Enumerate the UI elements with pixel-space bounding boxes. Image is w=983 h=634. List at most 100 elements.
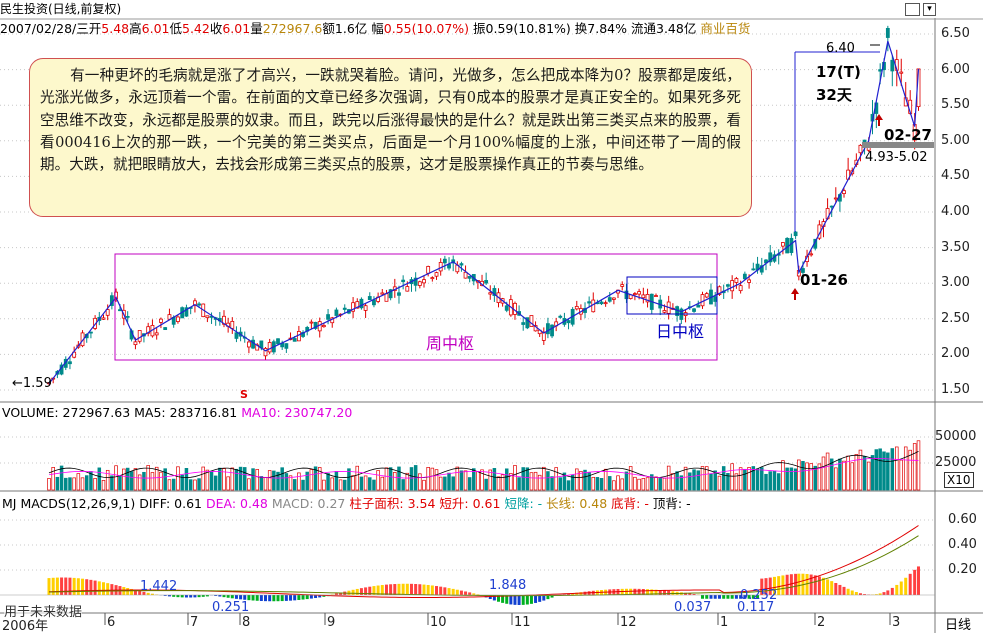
candle-body — [714, 297, 717, 302]
date-tick-3: 8 — [242, 615, 250, 630]
candle-body — [176, 317, 179, 322]
candle-body — [551, 325, 554, 336]
volume-bar — [231, 468, 234, 490]
volume-bar — [538, 475, 541, 490]
volume-bar — [739, 468, 742, 490]
date-tick-10: 3 — [892, 615, 900, 630]
macd-bar — [735, 595, 738, 599]
volume-bar — [794, 469, 797, 490]
price-tick-10: 1.50 — [941, 382, 970, 397]
volume-bar — [743, 469, 746, 490]
candle-body — [546, 324, 549, 334]
macd-bar — [830, 581, 833, 595]
candle-body — [368, 296, 371, 299]
candle-body — [830, 206, 833, 207]
area-label: 柱子面积: — [349, 496, 403, 511]
macd-bar — [814, 575, 817, 595]
volume-bar — [642, 478, 645, 490]
volume-bar — [542, 467, 545, 490]
candle-body — [633, 294, 636, 295]
macd-bar — [73, 578, 76, 595]
volume-bar — [227, 477, 230, 490]
volume-bar — [891, 449, 894, 490]
candle-body — [155, 333, 158, 335]
candle-body — [693, 309, 696, 312]
candle-body — [735, 279, 738, 283]
volume-bar — [851, 463, 854, 490]
volume-bar — [398, 467, 401, 490]
volume-bar — [377, 471, 380, 490]
macd-bar — [402, 584, 405, 595]
volume-bar — [904, 447, 907, 490]
period-label[interactable]: 日线 — [945, 614, 971, 633]
macd-bar — [389, 584, 392, 595]
candle-body — [464, 272, 467, 278]
candle-body — [900, 72, 903, 73]
x10-label[interactable]: X10 — [944, 472, 974, 488]
macd-bar — [106, 583, 109, 595]
volume-bar — [381, 477, 384, 490]
macd-bar — [777, 576, 780, 595]
volume-bar — [373, 480, 376, 490]
volume-bar — [580, 471, 583, 490]
ma10-label: MA10: — [241, 405, 280, 420]
macd-bar — [60, 578, 63, 595]
volume-bar — [431, 468, 434, 490]
note-text: 有一种更坏的毛病就是涨了才高兴，一跌就哭着脸。请问，光做多，怎么把成本降为0？股… — [40, 67, 741, 173]
date-tick-7: 12 — [620, 615, 637, 630]
candle-body — [748, 280, 751, 283]
volume-bar — [119, 476, 122, 490]
day-zone-label: 日中枢 — [656, 318, 704, 342]
volume-bar — [122, 469, 125, 490]
macd-bar — [235, 595, 238, 599]
candle-body — [231, 321, 234, 328]
volume-bar — [895, 447, 898, 490]
date-tick-6: 11 — [514, 615, 531, 630]
volume-bar — [814, 466, 817, 490]
bottom-value: - — [644, 496, 649, 511]
volume-bar — [331, 478, 334, 490]
diff-value: 0.61 — [174, 496, 202, 511]
long-label: 长线: — [546, 496, 575, 511]
candle-body — [790, 238, 793, 252]
candle-body — [810, 254, 813, 255]
sector-tag[interactable]: 商业百货 — [700, 21, 750, 36]
volume-bar — [443, 477, 446, 490]
candle-body — [68, 362, 71, 364]
volume-bar — [688, 473, 691, 490]
macd-bar — [393, 584, 396, 595]
volume-bar — [612, 481, 615, 490]
macd-bar — [826, 579, 829, 595]
volume-bar — [608, 476, 611, 490]
volume-bar — [189, 480, 192, 490]
volume-bar — [567, 481, 570, 490]
candle-body — [859, 145, 862, 152]
volume-bar — [64, 478, 67, 490]
macd-ann-3: 0.251 — [212, 600, 249, 615]
macd-header: MJ MACDS(12,26,9,1) DIFF: 0.61 DEA: 0.48… — [2, 493, 691, 512]
candle-body — [726, 285, 729, 287]
macd-bar — [231, 595, 234, 598]
volume-bar — [243, 467, 246, 490]
expand-icon[interactable] — [905, 3, 920, 16]
candle-body — [522, 323, 525, 325]
volume-bar — [530, 473, 533, 490]
date-tick-2: 7 — [190, 615, 198, 630]
volume-bar — [871, 455, 874, 490]
macd-bar — [302, 595, 305, 600]
candle-body — [752, 269, 755, 270]
price-tick-7: 3.00 — [941, 275, 970, 290]
macd-tick-1: 0.40 — [948, 537, 977, 552]
volume-bar — [134, 469, 137, 490]
volume-bar — [410, 468, 413, 490]
close-icon[interactable]: ▾ — [923, 3, 936, 16]
volume-bar — [663, 478, 666, 490]
volume-bar — [56, 477, 59, 490]
macd-bar — [448, 588, 451, 595]
volume-bar — [360, 477, 363, 490]
macd-bar — [855, 592, 858, 595]
macd-bar — [256, 595, 259, 601]
macd-label: MACD: — [272, 496, 314, 511]
volume-bar — [883, 452, 886, 490]
macd-bar — [797, 574, 800, 595]
